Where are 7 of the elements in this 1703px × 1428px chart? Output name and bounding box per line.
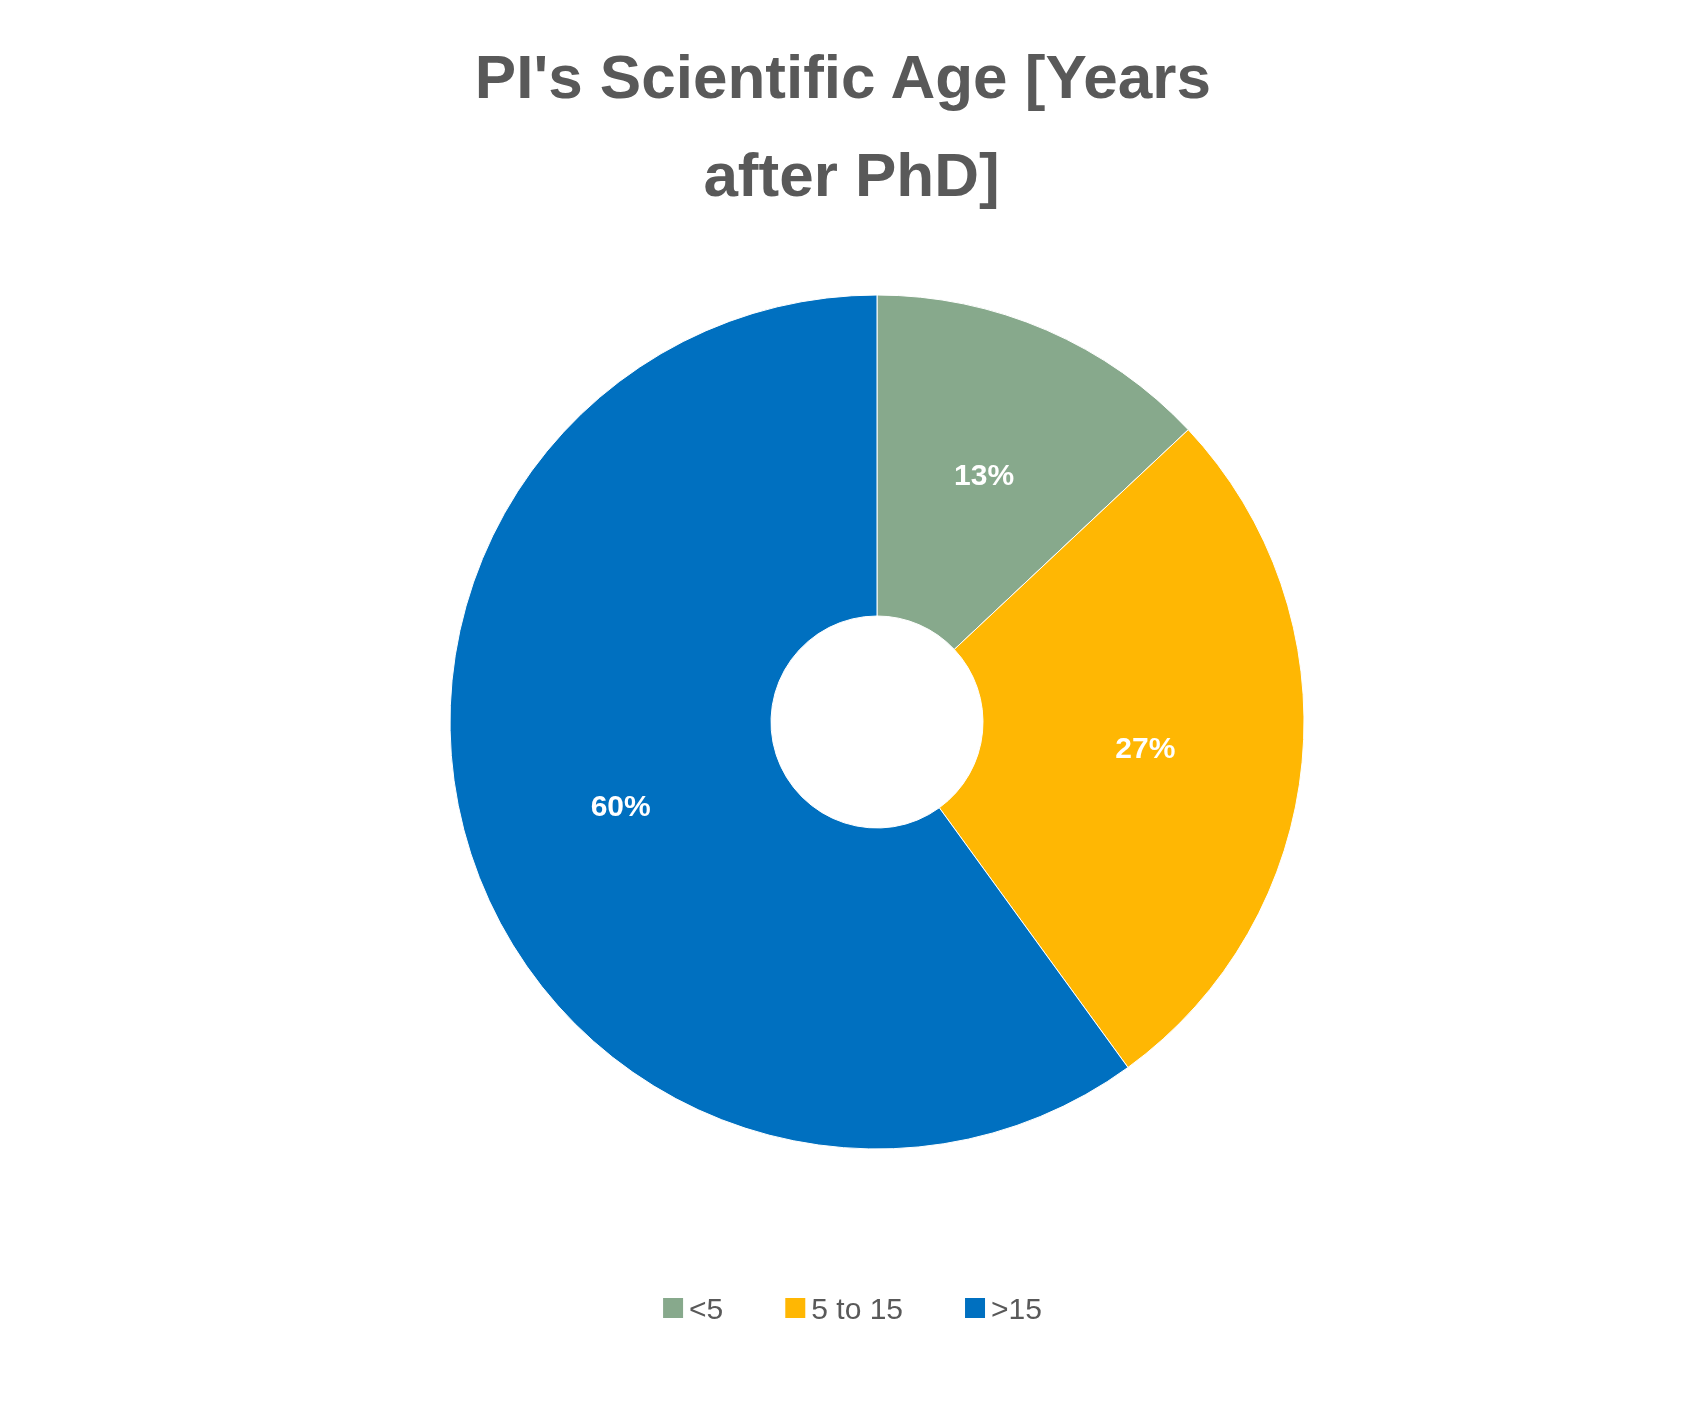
data-label: 60% — [590, 788, 651, 822]
data-label: 27% — [1115, 730, 1176, 764]
legend-label: >15 — [991, 1291, 1042, 1325]
data-label: 13% — [954, 458, 1015, 492]
legend-label: 5 to 15 — [811, 1291, 904, 1325]
legend-label: <5 — [689, 1291, 724, 1325]
chart-title: PI's Scientific Age [Years after PhD] — [474, 41, 1229, 209]
